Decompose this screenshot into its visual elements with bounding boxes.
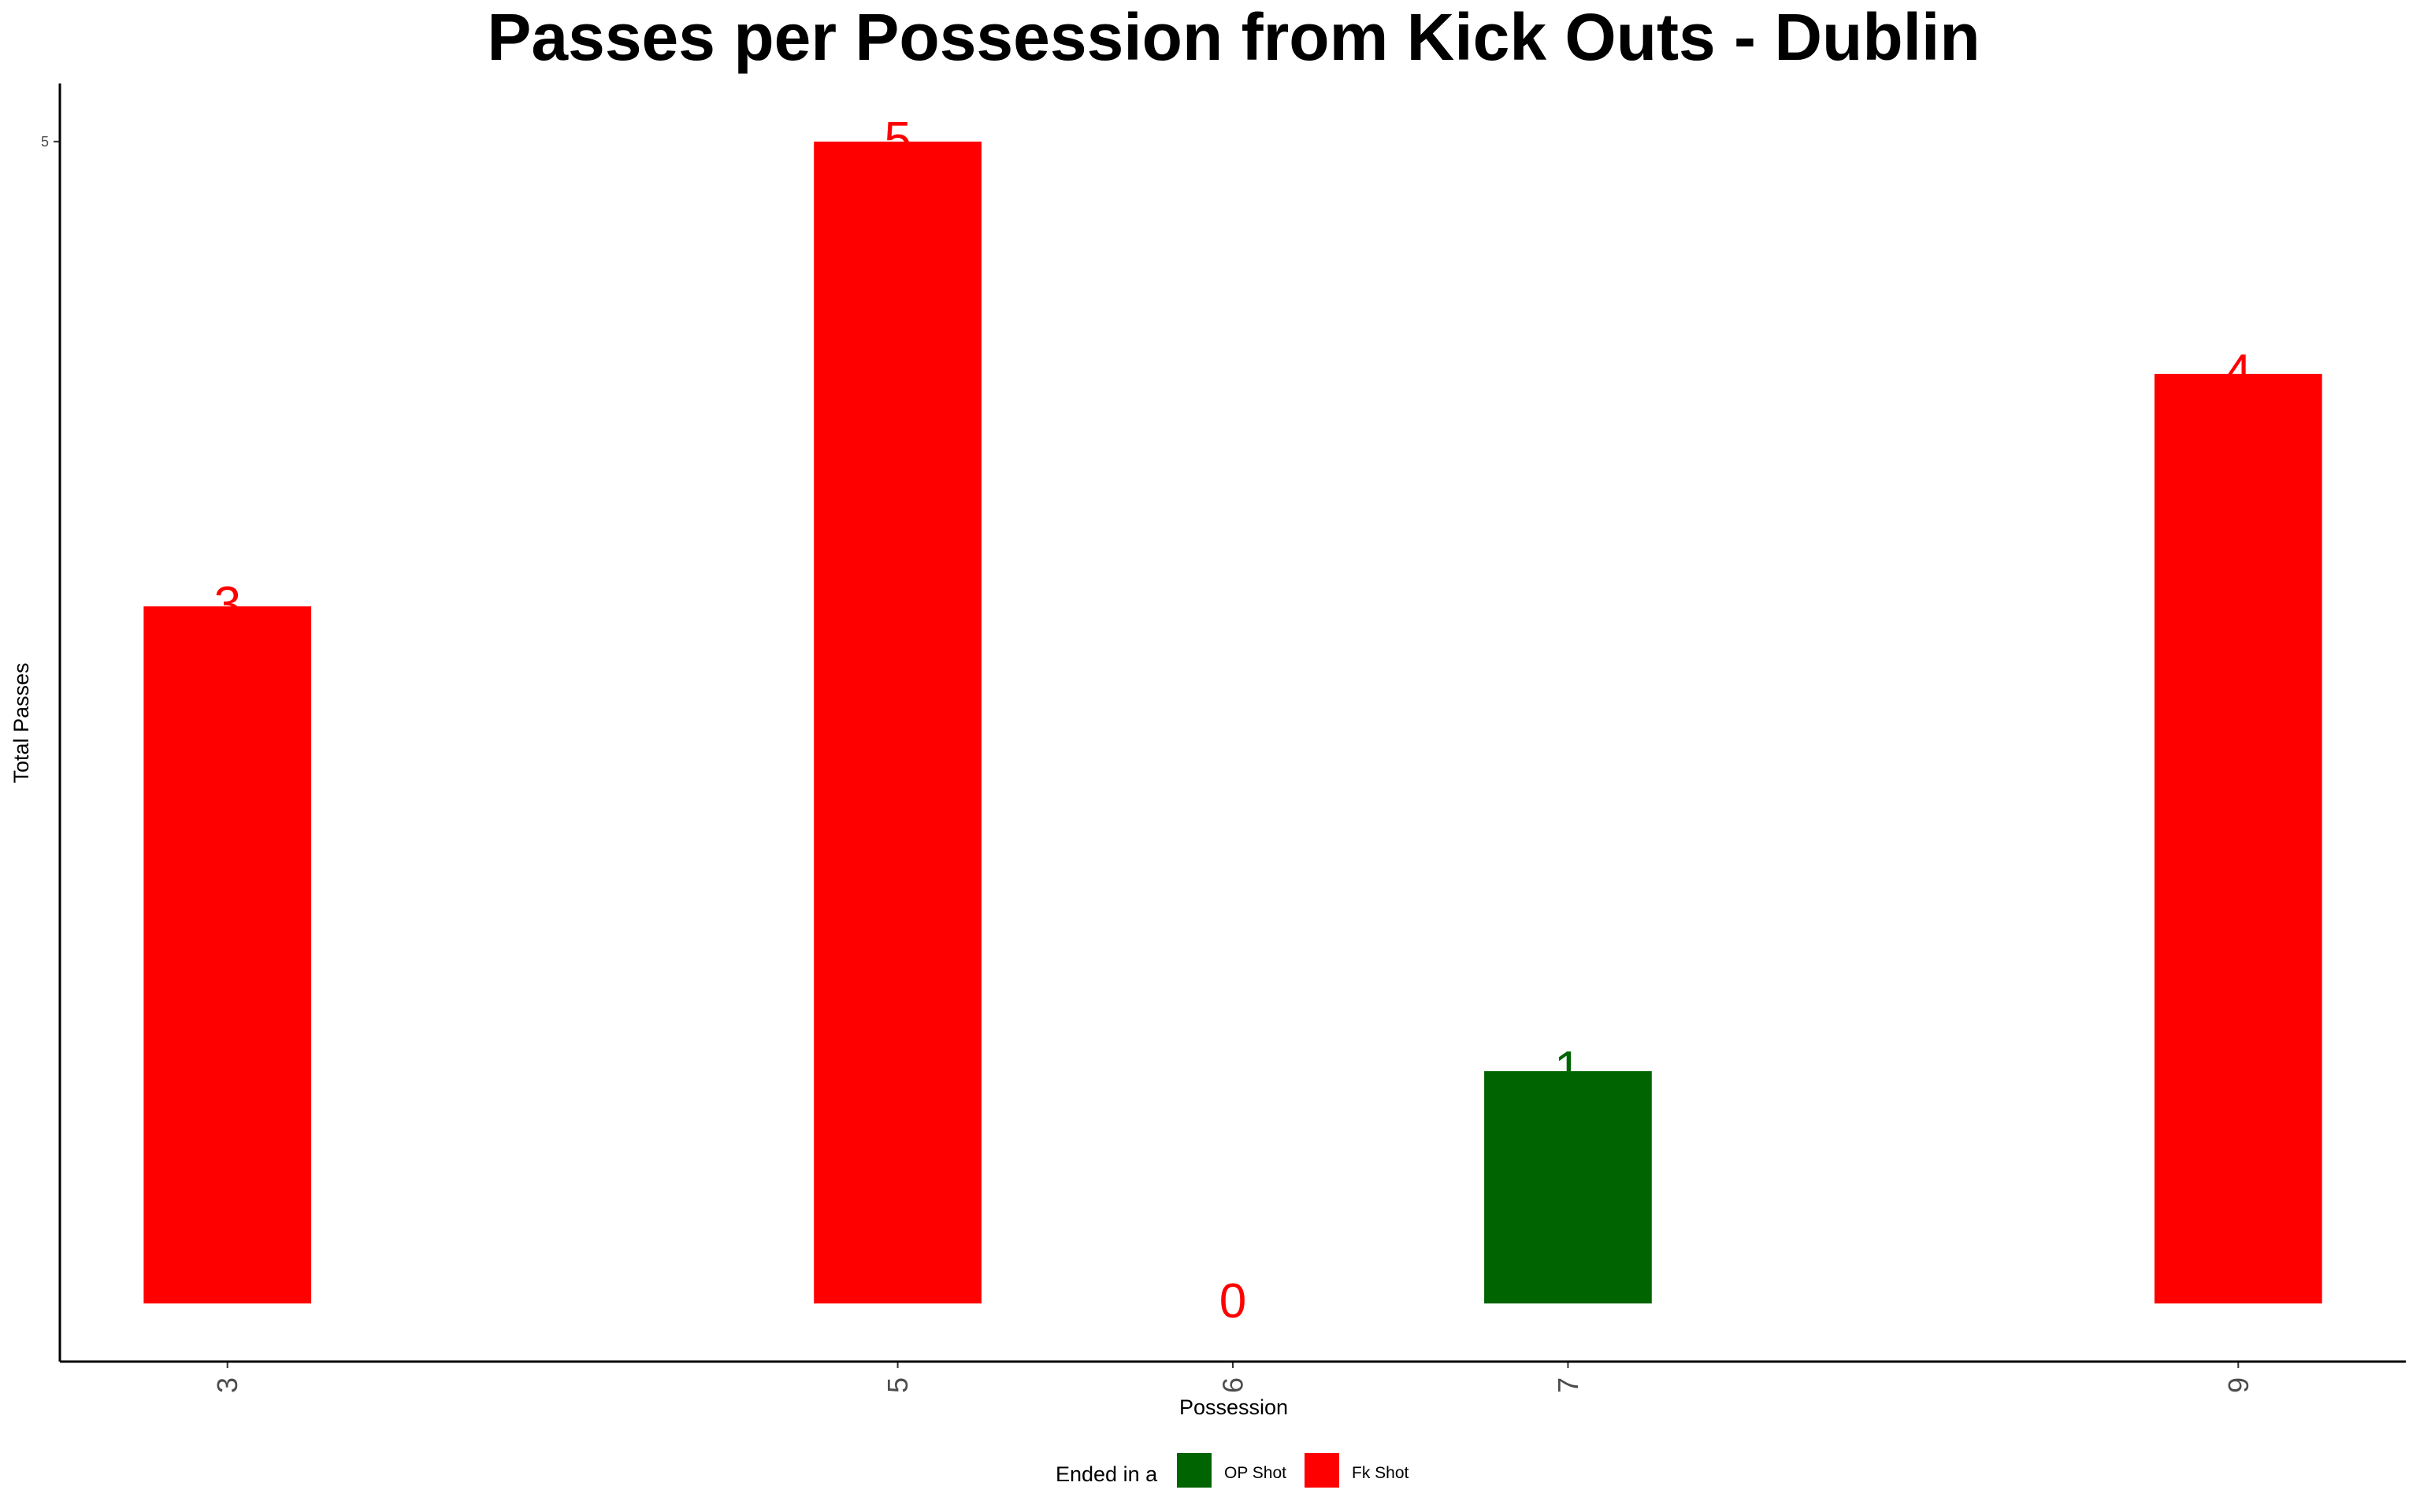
x-tick-label-7: 7	[1552, 1377, 1584, 1393]
bars-layer	[143, 141, 2322, 1304]
x-tick-label-9: 9	[2222, 1377, 2255, 1393]
legend-entries: OP Shot Fk Shot	[1177, 1453, 1409, 1488]
x-tick-label-5: 5	[882, 1377, 914, 1393]
data-label-possession-5: 5	[884, 113, 911, 167]
bar-possession-5	[814, 141, 982, 1304]
x-axis-ticks: 3 5 6 7 9	[211, 1362, 2255, 1393]
bar-possession-3	[143, 606, 312, 1304]
y-axis-title: Total Passes	[9, 662, 33, 783]
legend-swatch-fk-shot	[1305, 1453, 1339, 1488]
x-tick-label-6: 6	[1217, 1377, 1249, 1393]
data-label-possession-6: 0	[1219, 1274, 1246, 1329]
legend-label-op-shot: OP Shot	[1224, 1464, 1286, 1482]
chart-title: Passes per Possession from Kick Outs - D…	[487, 0, 1980, 74]
x-tick-label-3: 3	[211, 1377, 243, 1393]
legend: Ended in a OP Shot Fk Shot	[1056, 1453, 1409, 1488]
data-label-possession-7: 1	[1554, 1042, 1581, 1096]
data-label-possession-9: 4	[2225, 345, 2251, 399]
bar-possession-9	[2154, 373, 2322, 1304]
legend-title: Ended in a	[1056, 1462, 1158, 1486]
y-tick-label-5: 5	[41, 134, 49, 150]
legend-swatch-op-shot	[1177, 1453, 1212, 1488]
legend-label-fk-shot: Fk Shot	[1352, 1464, 1409, 1482]
bar-possession-7	[1484, 1071, 1652, 1304]
data-labels-layer: 3 5 0 1 4	[213, 113, 2251, 1329]
data-label-possession-3: 3	[213, 577, 240, 632]
x-axis-title: Possession	[1179, 1395, 1288, 1419]
